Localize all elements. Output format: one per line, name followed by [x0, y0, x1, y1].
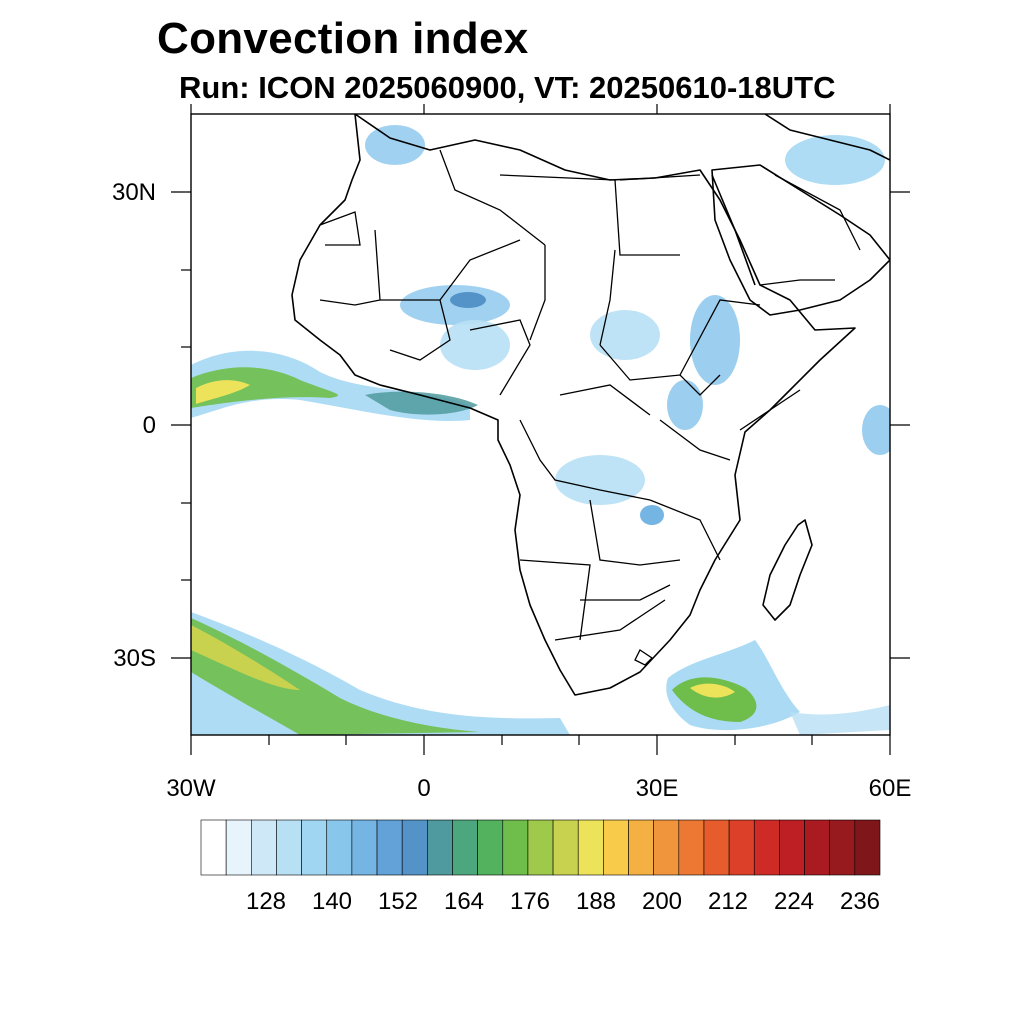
colorbar-swatch: [728, 819, 755, 876]
convection-area-ethiopia: [690, 295, 740, 385]
convection-area-sahel-west-core: [450, 292, 486, 308]
colorbar-label: 164: [443, 888, 485, 915]
lon-label-30w: 30W: [166, 775, 216, 802]
convection-area-middle-east: [785, 135, 885, 185]
colorbar-swatch: [703, 819, 730, 876]
convection-area-south-atlantic-peak: [191, 625, 300, 690]
colorbar-swatch: [225, 819, 252, 876]
colorbar-swatch: [552, 819, 579, 876]
colorbar-label: 128: [245, 888, 287, 915]
map-subtitle: Run: ICON 2025060900, VT: 20250610-18UTC: [179, 70, 836, 105]
convection-area-south-atlantic-core: [191, 618, 480, 735]
colorbar-swatch: [829, 819, 856, 876]
colorbar-swatch: [502, 819, 529, 876]
convection-field: [191, 125, 890, 735]
colorbar-swatch: [376, 819, 403, 876]
convection-area-great-lakes: [667, 380, 703, 430]
colorbar-label: 224: [773, 888, 815, 915]
map-frame: [190, 113, 891, 736]
colorbar-swatch: [854, 819, 881, 876]
convection-area-indian-ocean: [862, 405, 890, 455]
colorbar-swatch: [653, 819, 680, 876]
convection-area-zambia: [640, 505, 664, 525]
colorbar-label: 140: [311, 888, 353, 915]
colorbar-swatch: [401, 819, 428, 876]
red-sea: [711, 174, 756, 286]
lat-label-0: 0: [142, 412, 156, 439]
lat-label-30s: 30S: [113, 645, 156, 672]
colorbar-swatch: [603, 819, 629, 876]
madagascar-coastline: [762, 519, 813, 621]
colorbar-swatch: [427, 819, 453, 876]
convection-area-nigeria: [440, 320, 510, 370]
lon-label-60e: 60E: [868, 775, 912, 802]
colorbar-swatch: [678, 819, 705, 876]
borders: [319, 149, 861, 666]
colorbar-swatch: [301, 819, 328, 876]
colorbar-swatch: [276, 819, 302, 876]
lon-label-0: 0: [417, 775, 431, 802]
colorbar-swatch: [804, 819, 831, 876]
convection-area-morocco: [365, 125, 425, 165]
colorbar-swatch: [577, 819, 604, 876]
map-title: Convection index: [157, 14, 529, 63]
coastlines: [291, 114, 890, 696]
convection-area-sudan: [590, 310, 660, 360]
colorbar: [200, 819, 881, 876]
colorbar-label: 200: [641, 888, 683, 915]
colorbar-label: 236: [839, 888, 881, 915]
colorbar-label: 152: [377, 888, 419, 915]
europe-coastline: [764, 114, 890, 161]
africa-coastline: [291, 114, 856, 696]
colorbar-swatch: [779, 819, 805, 876]
colorbar-swatch: [251, 819, 277, 876]
colorbar-label: 188: [575, 888, 617, 915]
convection-area-indian-ocean-south: [790, 705, 890, 735]
colorbar-swatch: [753, 819, 780, 876]
colorbar-swatch: [628, 819, 654, 876]
convection-area-congo: [555, 455, 645, 505]
convection-area-itcz-core: [191, 367, 339, 408]
colorbar-swatch: [351, 819, 378, 876]
convection-area-itcz-peak: [196, 380, 250, 404]
lon-label-30e: 30E: [635, 775, 679, 802]
colorbar-swatch: [326, 819, 353, 876]
axis-ticks: [171, 104, 910, 755]
colorbar-swatch: [200, 819, 227, 876]
colorbar-label: 176: [509, 888, 551, 915]
convection-area-gulf: [365, 391, 478, 415]
lat-label-30n: 30N: [111, 179, 156, 206]
colorbar-swatch: [527, 819, 554, 876]
colorbar-swatch: [477, 819, 504, 876]
convection-area-cyclone-peak: [690, 683, 735, 698]
colorbar-swatch: [452, 819, 478, 876]
arabia-coastline: [711, 164, 890, 316]
colorbar-label: 212: [707, 888, 749, 915]
